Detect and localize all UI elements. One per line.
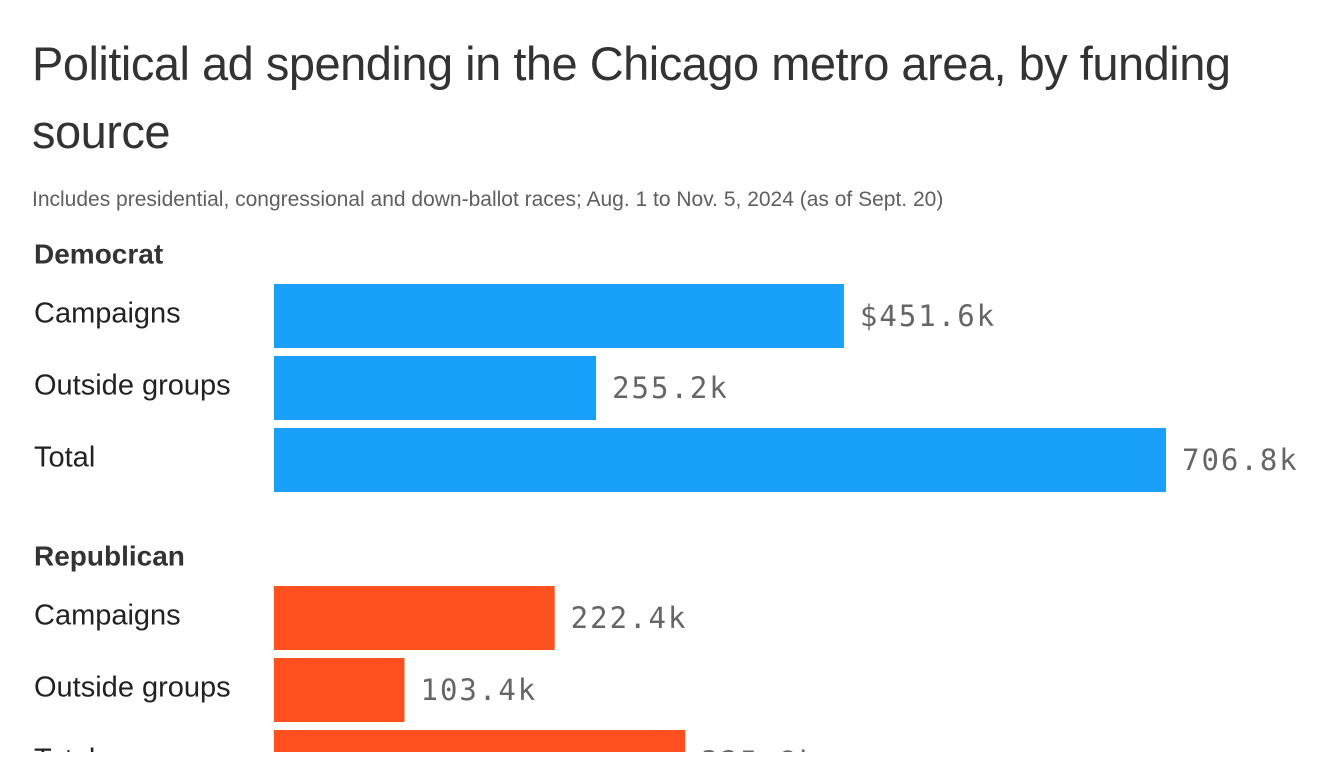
category-label: Total xyxy=(34,442,95,474)
value-label: $451.6k xyxy=(860,299,996,333)
bar xyxy=(274,356,597,420)
category-label: Total xyxy=(34,744,95,752)
bar xyxy=(274,428,1166,492)
value-label: 222.4k xyxy=(571,601,688,635)
chart: Democrat Campaigns $451.6k Outside groups 25… xyxy=(34,238,1299,752)
value-label: 706.8k xyxy=(1182,443,1299,477)
panel-title: Democrat xyxy=(34,238,163,269)
category-label: Outside groups xyxy=(34,672,231,704)
bar xyxy=(274,658,405,722)
value-label: 103.4k xyxy=(420,673,537,707)
bar xyxy=(274,586,555,650)
bar xyxy=(274,284,844,348)
category-label: Campaigns xyxy=(34,600,181,632)
chart-title: Political ad spending in the Chicago met… xyxy=(32,37,1231,158)
panel-title: Republican xyxy=(34,540,185,571)
bar xyxy=(274,730,686,752)
chart-subtitle: Includes presidential, congressional and… xyxy=(32,188,944,211)
category-label: Outside groups xyxy=(34,370,231,402)
value-label: 325.8k xyxy=(701,745,818,752)
category-label: Campaigns xyxy=(34,298,181,330)
value-label: 255.2k xyxy=(612,371,729,405)
